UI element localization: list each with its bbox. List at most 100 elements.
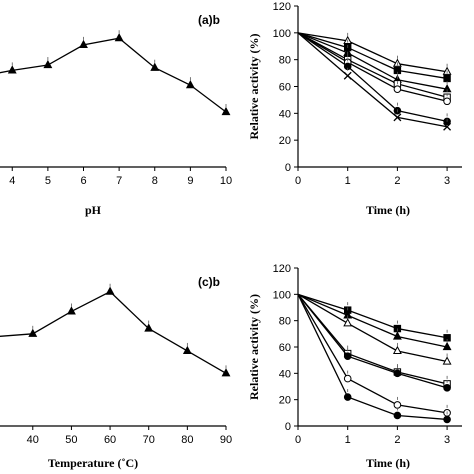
data-point bbox=[393, 411, 402, 420]
data-point bbox=[393, 401, 402, 409]
y-tick-label: 80 bbox=[279, 55, 291, 67]
data-point bbox=[393, 113, 402, 122]
data-point bbox=[221, 368, 231, 377]
panel-temperature-optimum: 40 50 60 70 80 90 Temperature (˚C) (c)b bbox=[0, 275, 232, 470]
x-tick-label: 2 bbox=[394, 175, 400, 187]
x-tick-label: 90 bbox=[220, 434, 232, 446]
x-tick-label: 40 bbox=[27, 434, 39, 446]
data-point bbox=[392, 331, 402, 340]
x-tick-label: 70 bbox=[143, 434, 155, 446]
x-tick-label: 80 bbox=[181, 434, 193, 446]
x-tick-label: 2 bbox=[394, 434, 400, 446]
data-point bbox=[343, 71, 352, 80]
series-line bbox=[297, 32, 448, 128]
data-point bbox=[392, 345, 402, 355]
y-tick-label: 60 bbox=[279, 82, 291, 94]
data-point-stroke-b bbox=[343, 71, 352, 80]
data-point bbox=[43, 59, 53, 69]
y-tick-label: 120 bbox=[273, 1, 291, 13]
y-tick-label: 40 bbox=[279, 368, 291, 380]
data-point bbox=[393, 369, 402, 378]
data-point bbox=[7, 65, 17, 74]
series-line bbox=[297, 293, 448, 389]
x-tick-label: 60 bbox=[104, 434, 116, 446]
y-tick-label: 20 bbox=[279, 395, 291, 407]
data-point bbox=[114, 33, 124, 42]
data-point bbox=[343, 318, 353, 327]
panel-ph-stability: 0 1 2 3 0 20 40 60 80 100 120 Time (h) Relative acti… bbox=[247, 1, 462, 217]
series-1 bbox=[0, 30, 231, 116]
x-tick-label: 5 bbox=[45, 175, 51, 187]
data-point bbox=[443, 384, 451, 392]
data-point bbox=[443, 74, 451, 83]
y-tick-label: 40 bbox=[279, 108, 291, 120]
y-tick-label: 100 bbox=[273, 28, 291, 40]
series-line bbox=[297, 32, 448, 73]
x-tick-label: 7 bbox=[116, 175, 122, 187]
data-point bbox=[343, 374, 352, 383]
x-axis-label: pH bbox=[85, 203, 102, 217]
x-tick-label: 3 bbox=[444, 175, 450, 187]
x-tick-label: 9 bbox=[187, 175, 193, 187]
series-2 bbox=[297, 32, 451, 83]
series-5 bbox=[297, 293, 451, 392]
series-3 bbox=[297, 293, 452, 365]
data-point bbox=[443, 97, 451, 106]
data-point bbox=[79, 39, 88, 49]
series-line bbox=[297, 293, 448, 385]
y-tick-label: 0 bbox=[285, 421, 291, 433]
series-7 bbox=[297, 294, 451, 424]
series-6 bbox=[297, 294, 451, 417]
panel-label: (a)b bbox=[198, 13, 220, 27]
x-tick-label: 6 bbox=[80, 175, 86, 187]
x-tick-label: 0 bbox=[295, 434, 301, 446]
series-1 bbox=[0, 283, 231, 377]
series-line bbox=[0, 37, 227, 113]
data-point bbox=[442, 356, 452, 365]
data-point bbox=[343, 393, 352, 401]
y-tick-label: 80 bbox=[279, 316, 291, 328]
data-point bbox=[343, 352, 352, 361]
data-point bbox=[182, 345, 192, 355]
series-line bbox=[297, 32, 448, 90]
series-line bbox=[297, 294, 448, 414]
data-point bbox=[221, 106, 231, 116]
data-point bbox=[393, 85, 402, 93]
y-tick-label: 0 bbox=[285, 162, 291, 174]
panel-ph-optimum: 4 5 6 7 8 9 10 pH (a)b bbox=[0, 13, 232, 217]
series-line bbox=[297, 32, 448, 98]
series-line bbox=[297, 293, 448, 348]
series-line bbox=[297, 293, 448, 363]
panel-thermal-stability: 0 1 2 3 0 20 40 60 80 100 120 Time (h) Relative acti… bbox=[247, 263, 462, 470]
y-axis-label: Relative activity (%) bbox=[247, 34, 261, 140]
series-line bbox=[297, 293, 448, 339]
data-point bbox=[144, 323, 154, 332]
x-tick-label: 3 bbox=[444, 434, 450, 446]
x-axis-label: Time (h) bbox=[366, 203, 410, 217]
y-tick-label: 60 bbox=[279, 342, 291, 354]
data-point bbox=[105, 286, 115, 295]
x-axis-label: Temperature (˚C) bbox=[48, 456, 138, 470]
data-point bbox=[150, 62, 160, 71]
y-tick-label: 100 bbox=[273, 289, 291, 301]
series-line bbox=[297, 294, 448, 421]
x-tick-label: 1 bbox=[345, 434, 351, 446]
x-tick-label: 1 bbox=[345, 175, 351, 187]
data-point-stroke-b bbox=[393, 113, 402, 122]
series-3 bbox=[297, 32, 452, 93]
x-axis-label: Time (h) bbox=[366, 456, 410, 470]
data-point bbox=[443, 415, 451, 424]
x-tick-label: 8 bbox=[152, 175, 158, 187]
x-tick-label: 0 bbox=[295, 175, 301, 187]
data-point bbox=[443, 122, 452, 131]
x-tick-label: 10 bbox=[220, 175, 232, 187]
series-7 bbox=[297, 32, 452, 131]
y-tick-label: 120 bbox=[273, 263, 291, 275]
y-tick-label: 20 bbox=[279, 135, 291, 147]
series-2 bbox=[297, 293, 452, 351]
data-point bbox=[66, 306, 76, 315]
data-point-stroke-b bbox=[443, 122, 452, 131]
data-point bbox=[185, 80, 195, 89]
y-axis-label: Relative activity (%) bbox=[247, 294, 261, 400]
